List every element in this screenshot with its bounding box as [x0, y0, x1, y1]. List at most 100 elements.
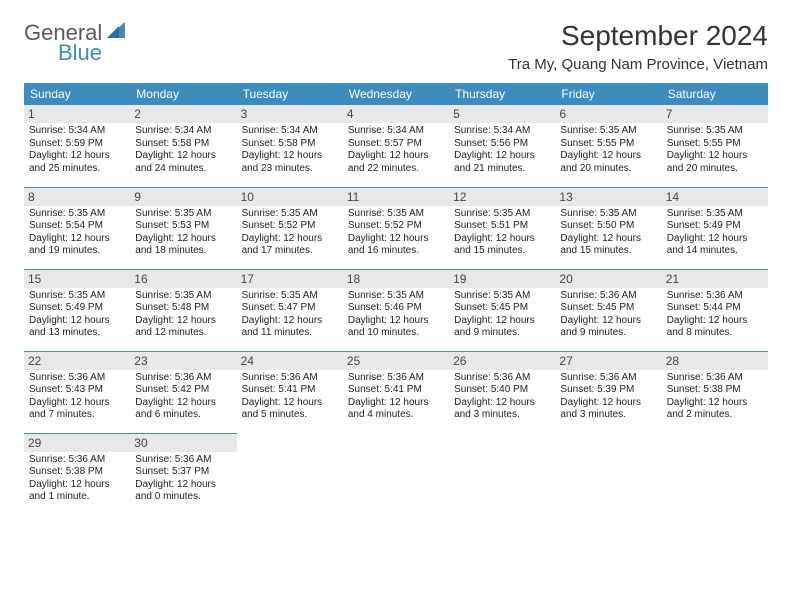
- calendar-week-row: 22 Sunrise: 5:36 AMSunset: 5:43 PMDayligh…: [24, 351, 768, 433]
- day-details: Sunrise: 5:35 AMSunset: 5:50 PMDaylight:…: [560, 208, 656, 258]
- day-details: Sunrise: 5:34 AMSunset: 5:58 PMDaylight:…: [242, 125, 338, 175]
- day-header: Friday: [555, 83, 661, 105]
- day-number: 30: [130, 434, 236, 452]
- day-number: 26: [449, 352, 555, 370]
- calendar-day-cell: 7 Sunrise: 5:35 AMSunset: 5:55 PMDaylight…: [662, 105, 768, 187]
- logo-text-blue: Blue: [58, 40, 129, 66]
- day-details: Sunrise: 5:36 AMSunset: 5:40 PMDaylight:…: [454, 372, 550, 422]
- day-details: Sunrise: 5:35 AMSunset: 5:53 PMDaylight:…: [135, 208, 231, 258]
- day-number: 28: [662, 352, 768, 370]
- calendar-day-cell: [449, 433, 555, 515]
- calendar-day-cell: 29Sunrise: 5:36 AMSunset: 5:38 PMDayligh…: [24, 433, 130, 515]
- calendar-day-cell: 17 Sunrise: 5:35 AMSunset: 5:47 PMDayligh…: [237, 269, 343, 351]
- day-number: 19: [449, 270, 555, 288]
- day-details: Sunrise: 5:35 AMSunset: 5:46 PMDaylight:…: [348, 290, 444, 340]
- calendar-day-cell: 1 Sunrise: 5:34 AMSunset: 5:59 PMDaylight…: [24, 105, 130, 187]
- day-header: Thursday: [449, 83, 555, 105]
- calendar-day-cell: [555, 433, 661, 515]
- day-number: 7: [662, 105, 768, 123]
- calendar-day-cell: 19 Sunrise: 5:35 AMSunset: 5:45 PMDayligh…: [449, 269, 555, 351]
- day-details: Sunrise: 5:35 AMSunset: 5:48 PMDaylight:…: [135, 290, 231, 340]
- day-number: 11: [343, 188, 449, 206]
- calendar-day-cell: 18 Sunrise: 5:35 AMSunset: 5:46 PMDayligh…: [343, 269, 449, 351]
- day-number: 24: [237, 352, 343, 370]
- calendar-day-cell: [343, 433, 449, 515]
- day-details: Sunrise: 5:36 AMSunset: 5:42 PMDaylight:…: [135, 372, 231, 422]
- month-title: September 2024: [508, 20, 768, 52]
- calendar-week-row: 15 Sunrise: 5:35 AMSunset: 5:49 PMDayligh…: [24, 269, 768, 351]
- day-details: Sunrise: 5:35 AMSunset: 5:51 PMDaylight:…: [454, 208, 550, 258]
- day-details: Sunrise: 5:36 AMSunset: 5:45 PMDaylight:…: [560, 290, 656, 340]
- calendar-day-cell: 30 Sunrise: 5:36 AMSunset: 5:37 PMDayligh…: [130, 433, 236, 515]
- day-details: Sunrise: 5:36 AMSunset: 5:43 PMDaylight:…: [29, 372, 125, 422]
- calendar-day-cell: 27Sunrise: 5:36 AMSunset: 5:39 PMDayligh…: [555, 351, 661, 433]
- calendar-day-cell: 22 Sunrise: 5:36 AMSunset: 5:43 PMDayligh…: [24, 351, 130, 433]
- day-number: 10: [237, 188, 343, 206]
- day-number: 14: [662, 188, 768, 206]
- day-details: Sunrise: 5:36 AMSunset: 5:37 PMDaylight:…: [135, 454, 231, 504]
- day-number: 2: [130, 105, 236, 123]
- day-number: 3: [237, 105, 343, 123]
- calendar-day-cell: 4 Sunrise: 5:34 AMSunset: 5:57 PMDaylight…: [343, 105, 449, 187]
- day-number: 5: [449, 105, 555, 123]
- day-number: 17: [237, 270, 343, 288]
- day-details: Sunrise: 5:35 AMSunset: 5:45 PMDaylight:…: [454, 290, 550, 340]
- calendar-day-cell: 14 Sunrise: 5:35 AMSunset: 5:49 PMDayligh…: [662, 187, 768, 269]
- day-number: 27: [555, 352, 661, 370]
- calendar-day-cell: 16 Sunrise: 5:35 AMSunset: 5:48 PMDayligh…: [130, 269, 236, 351]
- title-block: September 2024 Tra My, Quang Nam Provinc…: [508, 20, 768, 73]
- day-number: 13: [555, 188, 661, 206]
- calendar-day-cell: 3 Sunrise: 5:34 AMSunset: 5:58 PMDaylight…: [237, 105, 343, 187]
- calendar-day-cell: 28 Sunrise: 5:36 AMSunset: 5:38 PMDayligh…: [662, 351, 768, 433]
- day-number: 15: [24, 270, 130, 288]
- day-details: Sunrise: 5:35 AMSunset: 5:49 PMDaylight:…: [29, 290, 125, 340]
- day-details: Sunrise: 5:34 AMSunset: 5:59 PMDaylight:…: [29, 125, 125, 175]
- calendar-day-cell: 12 Sunrise: 5:35 AMSunset: 5:51 PMDayligh…: [449, 187, 555, 269]
- calendar-day-cell: 2 Sunrise: 5:34 AMSunset: 5:58 PMDaylight…: [130, 105, 236, 187]
- calendar-day-cell: 13 Sunrise: 5:35 AMSunset: 5:50 PMDayligh…: [555, 187, 661, 269]
- day-number: 9: [130, 188, 236, 206]
- day-number: 1: [24, 105, 130, 123]
- day-number: 25: [343, 352, 449, 370]
- calendar-day-cell: 11 Sunrise: 5:35 AMSunset: 5:52 PMDayligh…: [343, 187, 449, 269]
- day-details: Sunrise: 5:36 AMSunset: 5:38 PMDaylight:…: [667, 372, 763, 422]
- day-details: Sunrise: 5:35 AMSunset: 5:49 PMDaylight:…: [667, 208, 763, 258]
- day-number: 21: [662, 270, 768, 288]
- day-details: Sunrise: 5:36 AMSunset: 5:41 PMDaylight:…: [348, 372, 444, 422]
- calendar-week-row: 29Sunrise: 5:36 AMSunset: 5:38 PMDayligh…: [24, 433, 768, 515]
- day-number: 23: [130, 352, 236, 370]
- day-number: 22: [24, 352, 130, 370]
- day-details: Sunrise: 5:34 AMSunset: 5:57 PMDaylight:…: [348, 125, 444, 175]
- calendar-day-cell: 24Sunrise: 5:36 AMSunset: 5:41 PMDayligh…: [237, 351, 343, 433]
- day-header: Monday: [130, 83, 236, 105]
- day-header: Saturday: [662, 83, 768, 105]
- day-number: 29: [24, 434, 130, 452]
- calendar-day-cell: 10Sunrise: 5:35 AMSunset: 5:52 PMDayligh…: [237, 187, 343, 269]
- day-details: Sunrise: 5:35 AMSunset: 5:55 PMDaylight:…: [560, 125, 656, 175]
- day-header-row: Sunday Monday Tuesday Wednesday Thursday…: [24, 83, 768, 105]
- day-details: Sunrise: 5:35 AMSunset: 5:55 PMDaylight:…: [667, 125, 763, 175]
- logo: General Blue: [24, 20, 129, 66]
- location-subtitle: Tra My, Quang Nam Province, Vietnam: [508, 56, 768, 73]
- calendar-day-cell: 25 Sunrise: 5:36 AMSunset: 5:41 PMDayligh…: [343, 351, 449, 433]
- day-number: 12: [449, 188, 555, 206]
- day-details: Sunrise: 5:35 AMSunset: 5:47 PMDaylight:…: [242, 290, 338, 340]
- day-details: Sunrise: 5:34 AMSunset: 5:58 PMDaylight:…: [135, 125, 231, 175]
- calendar-day-cell: 6Sunrise: 5:35 AMSunset: 5:55 PMDaylight…: [555, 105, 661, 187]
- day-header: Wednesday: [343, 83, 449, 105]
- calendar-day-cell: 26 Sunrise: 5:36 AMSunset: 5:40 PMDayligh…: [449, 351, 555, 433]
- day-number: 8: [24, 188, 130, 206]
- day-header: Tuesday: [237, 83, 343, 105]
- day-number: 4: [343, 105, 449, 123]
- day-number: 16: [130, 270, 236, 288]
- calendar-day-cell: [237, 433, 343, 515]
- calendar-day-cell: 9 Sunrise: 5:35 AMSunset: 5:53 PMDaylight…: [130, 187, 236, 269]
- calendar-week-row: 1 Sunrise: 5:34 AMSunset: 5:59 PMDaylight…: [24, 105, 768, 187]
- day-header: Sunday: [24, 83, 130, 105]
- calendar-day-cell: [662, 433, 768, 515]
- calendar-day-cell: 21Sunrise: 5:36 AMSunset: 5:44 PMDayligh…: [662, 269, 768, 351]
- day-details: Sunrise: 5:35 AMSunset: 5:52 PMDaylight:…: [348, 208, 444, 258]
- calendar-day-cell: 23 Sunrise: 5:36 AMSunset: 5:42 PMDayligh…: [130, 351, 236, 433]
- calendar-day-cell: 15 Sunrise: 5:35 AMSunset: 5:49 PMDayligh…: [24, 269, 130, 351]
- day-number: 18: [343, 270, 449, 288]
